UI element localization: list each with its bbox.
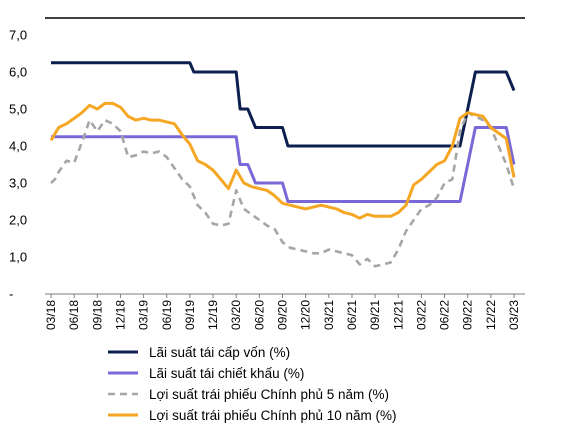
series-lines: [49, 61, 516, 268]
series-line-3: [50, 111, 516, 268]
legend-label-1: Lãi suất tái cấp vốn (%): [149, 345, 290, 360]
x-tick-label: 12/19: [206, 300, 220, 330]
legend-label-2: Lãi suất tái chiết khấu (%): [149, 366, 304, 381]
x-tick-label: 09/21: [368, 300, 382, 330]
x-tick-label: 06/22: [438, 300, 452, 330]
x-tick-label: 12/18: [113, 300, 127, 330]
x-axis-ticks: 03/18 06/18 09/18 12/18 03/19 06/19 09/19 12/19…: [44, 294, 521, 330]
x-tick-label: 09/20: [276, 300, 290, 330]
x-tick-label: 03/23: [507, 300, 521, 330]
x-tick-label: 09/19: [183, 300, 197, 330]
y-axis-ticks: - 1,0 2,0 3,0 4,0 5,0 6,0 7,0: [9, 28, 27, 302]
legend: Lãi suất tái cấp vốn (%) Lãi suất tái chi…: [108, 345, 397, 423]
x-tick-label: 09/22: [461, 300, 475, 330]
series-line-1: [51, 61, 516, 148]
x-tick-label: 06/21: [345, 300, 359, 330]
legend-label-3: Lợi suất trái phiếu Chính phủ 5 năm (%): [149, 387, 389, 402]
series-line-2: [51, 126, 516, 203]
y-tick-label: 6,0: [9, 65, 27, 80]
y-tick-label: 5,0: [9, 102, 27, 117]
x-tick-label: 12/20: [299, 300, 313, 330]
x-tick-label: 03/21: [322, 300, 336, 330]
y-tick-label: 4,0: [9, 139, 27, 154]
y-tick-label: 7,0: [9, 28, 27, 43]
x-tick-label: 03/19: [137, 300, 151, 330]
y-tick-label: 1,0: [9, 250, 27, 265]
x-tick-label: 06/20: [252, 300, 266, 330]
legend-label-4: Lợi suất trái phiếu Chính phủ 10 năm (%): [149, 408, 397, 423]
x-tick-label: 06/18: [67, 300, 81, 330]
series-line-4: [49, 101, 516, 220]
x-tick-label: 03/20: [229, 300, 243, 330]
x-tick-label: 12/22: [484, 300, 498, 330]
x-tick-label: 06/19: [160, 300, 174, 330]
x-tick-label: 09/18: [90, 300, 104, 330]
x-tick-label: 12/21: [391, 300, 405, 330]
y-tick-label: -: [9, 287, 13, 302]
x-tick-label: 03/18: [44, 300, 58, 330]
y-tick-label: 3,0: [9, 176, 27, 191]
y-tick-label: 2,0: [9, 213, 27, 228]
x-tick-label: 03/22: [414, 300, 428, 330]
